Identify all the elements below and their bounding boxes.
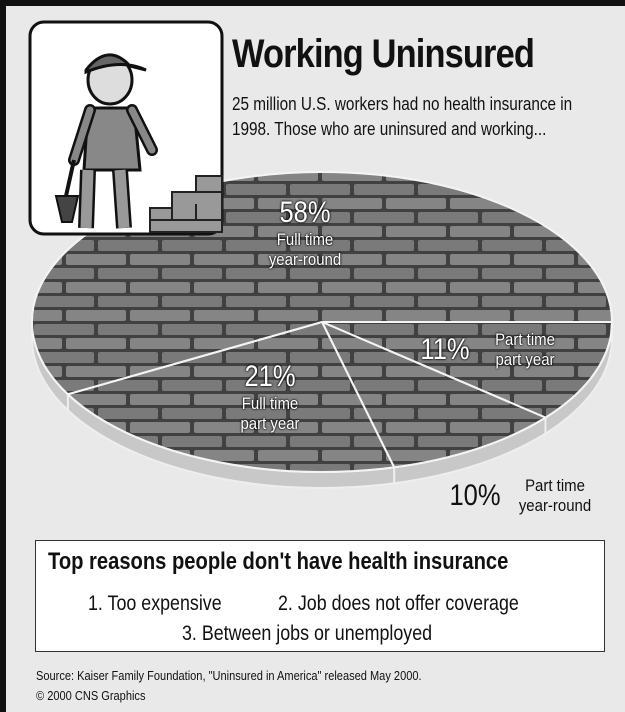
category-label: Part time part year xyxy=(495,330,555,369)
reasons-title: Top reasons people don't have health ins… xyxy=(48,548,509,575)
slice-texture xyxy=(319,320,548,469)
value-label: 21% xyxy=(244,360,296,393)
reason: 2. Job does not offer coverage xyxy=(278,592,519,615)
category-label: Full time part year xyxy=(240,394,300,433)
reason: 1. Too expensive xyxy=(88,592,222,615)
slice-label: 58% Full time year-round xyxy=(240,196,370,270)
value-label: 58% xyxy=(279,196,331,229)
chart-title: Working Uninsured xyxy=(232,32,535,76)
value-label: 11% xyxy=(420,333,470,366)
slice-label: 21% Full time part year xyxy=(210,360,330,434)
slice-label: 10% Part time year-round xyxy=(440,476,620,516)
worker-illustration xyxy=(28,20,224,236)
source: Source: Kaiser Family Foundation, "Unins… xyxy=(36,668,422,683)
value-label: 10% xyxy=(449,479,501,512)
chart-subtitle: 25 million U.S. workers had no health in… xyxy=(232,94,573,139)
slice-texture xyxy=(321,321,614,419)
slice-texture xyxy=(65,320,396,473)
reason: 3. Between jobs or unemployed xyxy=(182,622,433,645)
category-label: Part time year-round xyxy=(518,476,592,515)
reasons-box xyxy=(35,540,605,652)
copyright: © 2000 CNS Graphics xyxy=(36,688,146,703)
slice-label: 11% Part time part year xyxy=(410,330,590,370)
category-label: Full time year-round xyxy=(268,230,342,269)
